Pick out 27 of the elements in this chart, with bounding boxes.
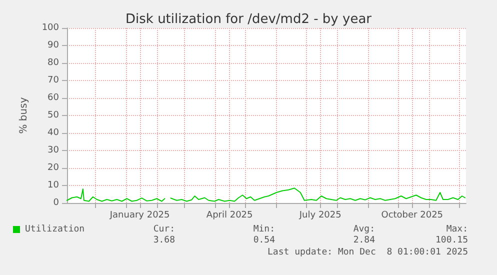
y-tick-label: 90: [48, 40, 60, 50]
y-tick-label: 100: [42, 23, 60, 33]
text: Min:: [253, 224, 275, 234]
y-tick-label: 70: [48, 76, 60, 86]
x-tick-label: January 2025: [108, 210, 170, 220]
x-tick-label: October 2025: [381, 210, 444, 220]
x-tick-label: April 2025: [206, 210, 253, 220]
y-tick-label: 80: [48, 58, 60, 68]
y-tick-label: 50: [48, 110, 60, 120]
y-tick-label: 20: [48, 163, 60, 173]
text: 0.54: [253, 236, 275, 246]
legend-label: Utilization: [25, 224, 85, 234]
text: Avg:: [353, 224, 375, 234]
x-tick-label: July 2025: [298, 210, 342, 220]
text: Cur:: [153, 224, 175, 234]
text: 2.84: [353, 236, 375, 246]
y-tick-label: 0: [53, 198, 60, 208]
y-tick-label: 10: [48, 180, 60, 190]
y-tick-label: 30: [48, 146, 60, 156]
y-tick-label: 40: [48, 128, 60, 138]
y-axis-title: % busy: [18, 97, 30, 134]
text: 100.15: [435, 236, 468, 246]
chart-title: Disk utilization for /dev/md2 - by year: [126, 12, 372, 27]
text: 3.68: [153, 236, 175, 246]
text: Last update: Mon Dec 8 01:00:01 2025: [268, 248, 468, 258]
y-tick-label: 60: [48, 93, 60, 103]
text: Max:: [446, 224, 468, 234]
